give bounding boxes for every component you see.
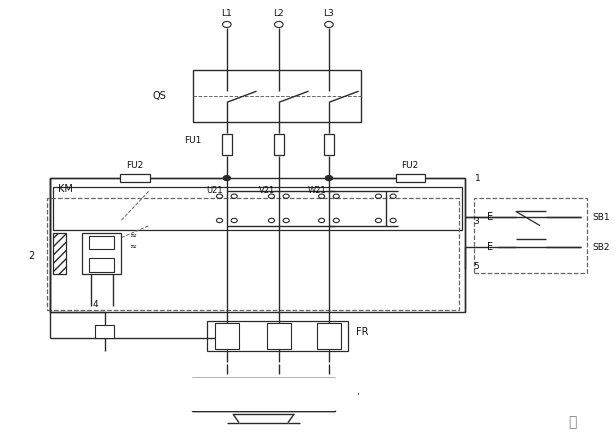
Text: 5: 5	[474, 262, 479, 271]
Text: FU1: FU1	[184, 136, 202, 145]
Text: FU2: FU2	[127, 161, 144, 171]
Text: 2: 2	[28, 251, 34, 261]
Text: 3: 3	[474, 217, 479, 226]
Bar	[95, 325, 114, 338]
Text: E: E	[486, 242, 493, 252]
Text: FU2: FU2	[402, 161, 419, 171]
Bar	[192, 378, 335, 411]
Bar	[50, 178, 465, 312]
Bar	[193, 70, 362, 122]
Text: L1: L1	[221, 9, 232, 18]
Circle shape	[325, 175, 333, 181]
Bar	[82, 233, 121, 274]
Text: U21: U21	[206, 186, 223, 195]
Bar	[89, 236, 114, 250]
Text: 🐻: 🐻	[568, 415, 576, 430]
Bar	[266, 323, 291, 349]
Text: 4: 4	[93, 300, 98, 309]
Bar	[47, 197, 459, 310]
Text: V21: V21	[258, 186, 275, 195]
Bar	[395, 174, 425, 182]
Text: E: E	[486, 212, 493, 222]
Text: L2: L2	[274, 9, 284, 18]
Bar	[207, 321, 349, 351]
Bar	[89, 258, 114, 272]
Text: KM: KM	[58, 184, 73, 194]
Text: SB2: SB2	[592, 243, 610, 252]
Bar	[192, 378, 335, 411]
Bar	[474, 197, 587, 273]
Bar	[317, 323, 341, 349]
Text: FR: FR	[357, 327, 369, 337]
Circle shape	[223, 175, 231, 181]
Ellipse shape	[312, 378, 359, 411]
Bar	[53, 187, 462, 230]
Text: L3: L3	[323, 9, 335, 18]
Text: 1: 1	[475, 174, 480, 183]
Bar	[274, 134, 284, 155]
Bar	[222, 134, 232, 155]
Text: 电动机 M: 电动机 M	[238, 389, 271, 399]
Ellipse shape	[169, 378, 215, 411]
Text: ≈: ≈	[129, 241, 137, 250]
Bar	[215, 323, 239, 349]
Bar	[53, 233, 66, 274]
Bar	[324, 134, 334, 155]
Text: ≈: ≈	[129, 230, 137, 240]
Text: QS: QS	[153, 91, 167, 101]
Text: W21: W21	[308, 186, 326, 195]
Bar	[121, 174, 150, 182]
Text: SB1: SB1	[592, 213, 610, 221]
